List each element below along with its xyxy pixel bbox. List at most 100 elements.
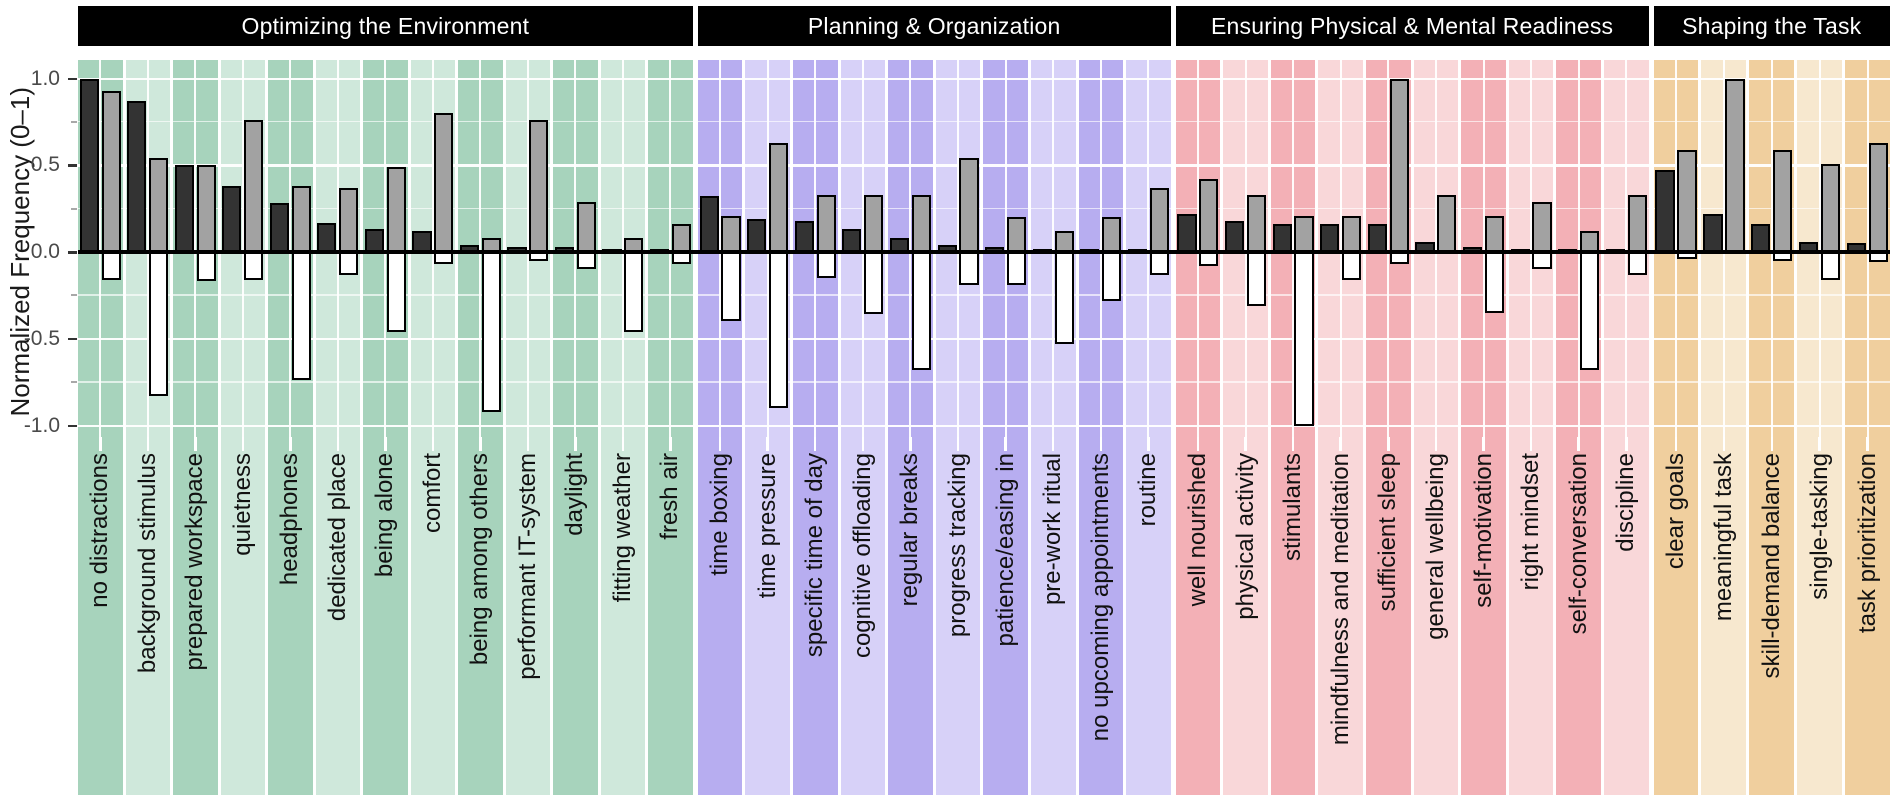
bar-gray (1246, 194, 1267, 252)
category-column: mindfulness and meditation (1318, 60, 1364, 795)
bar-slot-divider (1577, 60, 1580, 437)
category-column: task prioritization (1845, 60, 1890, 795)
category-label: skill-demand balance (1757, 453, 1785, 679)
bar-gray (1725, 78, 1745, 252)
bar-gray (1389, 78, 1409, 252)
bar-gray (816, 194, 836, 252)
category-column: physical activity (1223, 60, 1268, 795)
category-cells: well nourished physical activity stimulant… (1175, 60, 1649, 795)
x-axis-tick (909, 437, 912, 451)
bar-dark (269, 203, 289, 252)
category-column: background stimulus (125, 60, 171, 795)
y-minor-tick-mark (71, 120, 77, 123)
x-axis-tick (574, 437, 577, 451)
bar-slot-divider (289, 60, 292, 437)
x-axis-tick (194, 437, 197, 451)
bar-negative-white (196, 252, 216, 282)
bar-slot-divider (621, 60, 624, 437)
category-column: quietness (220, 60, 266, 795)
category-column: being among others (458, 60, 503, 795)
bar-negative-white (768, 252, 789, 409)
bar-slot-divider (1244, 60, 1247, 437)
category-column: general wellbeing (1413, 60, 1459, 795)
x-axis-tick (146, 437, 150, 451)
category-column: stimulants (1270, 60, 1316, 795)
category-column: routine (1126, 60, 1171, 795)
bar-slot-divider (766, 60, 769, 437)
bar-slot-divider (1482, 60, 1485, 437)
x-axis-tick (1866, 437, 1869, 451)
bar-negative-white (721, 252, 741, 322)
category-column: discipline (1604, 60, 1649, 795)
category-label: self-conversation (1564, 453, 1592, 635)
category-label: no upcoming appointments (1086, 453, 1114, 742)
category-column: right mindset (1508, 60, 1554, 795)
x-axis-tick (99, 437, 102, 451)
panel-header: Planning & Organization (697, 6, 1171, 46)
category-label: progress tracking (944, 453, 972, 638)
bar-dark (1367, 224, 1387, 252)
x-axis-tick (1482, 437, 1485, 451)
y-tick-label: 1.0 (30, 66, 60, 90)
y-tick-mark (68, 77, 77, 80)
bar-negative-white (1102, 252, 1122, 301)
bar-negative-white (1149, 252, 1169, 275)
category-label: regular breaks (896, 453, 924, 607)
category-label: single-tasking (1805, 453, 1833, 600)
category-column: cognitive offloading (840, 60, 886, 795)
bar-dark (1225, 220, 1245, 252)
bar-gray (911, 194, 931, 252)
category-label: fitting weather (608, 453, 636, 603)
bar-dark (747, 219, 767, 252)
bar-slot-divider (669, 60, 672, 437)
category-label: comfort (418, 453, 446, 534)
bar-negative-white (1054, 252, 1074, 344)
bar-negative-white (911, 252, 931, 370)
bar-slot-divider (241, 60, 244, 437)
category-column: no distractions (78, 60, 123, 795)
bar-dark (699, 196, 719, 252)
category-column: dedicated place (315, 60, 361, 795)
bar-negative-white (576, 252, 596, 270)
bar-gray (101, 90, 121, 252)
bar-gray (671, 224, 691, 252)
bar-slot-divider (1818, 60, 1821, 437)
x-axis-tick (1244, 437, 1247, 451)
bar-gray (1627, 194, 1647, 252)
bar-negative-white (244, 252, 264, 280)
bar-slot-divider (1099, 60, 1102, 437)
x-axis-tick (1722, 437, 1726, 451)
bar-gray (1054, 231, 1074, 252)
bar-dark (412, 231, 432, 252)
bar-slot-divider (1770, 60, 1773, 437)
category-column: regular breaks (888, 60, 933, 795)
bar-gray (864, 194, 884, 252)
bar-negative-white (1199, 252, 1219, 266)
category-cells: clear goals meaningful task skill-demand b… (1653, 60, 1890, 795)
category-label: meaningful task (1709, 453, 1737, 622)
category-label: routine (1134, 453, 1162, 527)
bar-negative-white (864, 252, 884, 315)
bar-slot-divider (814, 60, 817, 437)
y-tick-mark (68, 164, 77, 167)
bar-negative-white (624, 252, 644, 332)
category-column: performant IT-system (505, 60, 551, 795)
bar-gray (1773, 149, 1793, 252)
bar-gray (1102, 217, 1122, 252)
facet-panel: Shaping the Task clear goals meaningful ta… (1653, 0, 1890, 800)
x-axis-tick (1051, 437, 1055, 451)
bar-dark (222, 186, 242, 252)
x-axis-tick (1147, 437, 1150, 451)
category-label: right mindset (1517, 453, 1545, 591)
category-column: well nourished (1175, 60, 1221, 795)
category-label: background stimulus (133, 453, 161, 674)
bar-slot-divider (719, 60, 722, 437)
x-axis-tick (1529, 437, 1533, 451)
x-axis-tick (336, 437, 340, 451)
bar-gray (1437, 194, 1457, 252)
bar-slot-divider (861, 60, 864, 437)
category-label: task prioritization (1853, 453, 1881, 634)
bar-slot-divider (431, 60, 434, 437)
bar-negative-white (1484, 252, 1505, 313)
category-label: pre-work ritual (1039, 453, 1067, 606)
